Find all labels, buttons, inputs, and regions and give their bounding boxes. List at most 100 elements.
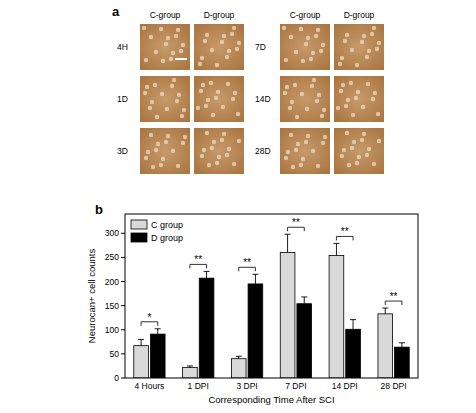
row-label: 14D xyxy=(255,94,271,104)
error-bar xyxy=(155,329,161,334)
cell xyxy=(290,100,294,104)
bar xyxy=(183,367,198,378)
cell xyxy=(360,40,364,44)
cell xyxy=(322,108,326,112)
y-tick xyxy=(121,329,125,330)
cell xyxy=(300,92,304,96)
y-tick xyxy=(121,257,125,258)
cell xyxy=(212,140,216,144)
cell xyxy=(151,165,155,169)
cell xyxy=(371,97,375,101)
significance: ** xyxy=(341,226,349,237)
cell xyxy=(343,39,347,43)
cell xyxy=(203,39,207,43)
cell xyxy=(200,56,204,60)
column-head: C-group xyxy=(150,10,181,20)
error-bar xyxy=(350,320,356,330)
cell xyxy=(172,78,176,82)
cell xyxy=(225,55,229,59)
x-axis-title: Corresponding Time After SCI xyxy=(208,394,334,405)
cell xyxy=(345,33,349,37)
cell xyxy=(159,163,163,167)
cell xyxy=(306,36,310,40)
micrograph xyxy=(140,128,190,174)
cell xyxy=(159,27,163,31)
y-tick xyxy=(121,281,125,282)
cell xyxy=(181,43,185,47)
cell xyxy=(356,90,360,94)
cell xyxy=(361,105,365,109)
bar xyxy=(395,347,410,378)
cell xyxy=(376,112,380,116)
cell xyxy=(205,131,209,135)
cell xyxy=(301,59,305,63)
cell xyxy=(179,49,183,53)
cell xyxy=(351,113,355,117)
error-bar xyxy=(285,234,291,252)
scale-bar xyxy=(175,58,187,60)
error-bar xyxy=(301,297,307,304)
cell xyxy=(320,114,324,118)
cell xyxy=(354,96,358,100)
cell xyxy=(377,139,381,143)
cell xyxy=(155,115,159,119)
error-bar xyxy=(204,271,210,278)
cell xyxy=(142,26,146,30)
legend: C groupD group xyxy=(131,220,183,243)
error-bar xyxy=(138,339,144,345)
cell xyxy=(164,42,168,46)
cell xyxy=(372,162,376,166)
cell xyxy=(293,83,297,87)
cell xyxy=(289,35,293,39)
cell xyxy=(161,157,165,161)
cell xyxy=(350,146,354,150)
panel-letter: a xyxy=(112,4,120,19)
y-tick-label: 50 xyxy=(110,349,120,359)
cell xyxy=(209,81,213,85)
cell xyxy=(214,96,218,100)
cell xyxy=(227,147,231,151)
cell xyxy=(156,142,160,146)
cell xyxy=(201,83,205,87)
cell xyxy=(346,98,350,102)
cell xyxy=(373,91,377,95)
significance: * xyxy=(147,312,151,323)
legend-label: D group xyxy=(151,233,183,243)
micrograph xyxy=(280,76,330,122)
cell xyxy=(321,43,325,47)
cell xyxy=(289,133,293,137)
bar xyxy=(248,284,263,378)
cell xyxy=(171,51,175,55)
column-head: D-group xyxy=(204,10,235,20)
cell xyxy=(232,26,236,30)
cell xyxy=(176,164,180,168)
cell xyxy=(345,131,349,135)
cell xyxy=(165,107,169,111)
cell xyxy=(166,134,170,138)
cell xyxy=(237,41,241,45)
significance: ** xyxy=(243,257,251,268)
cell xyxy=(365,153,369,157)
y-tick-label: 0 xyxy=(114,373,119,383)
x-tick-label: 14 DPI xyxy=(332,381,358,391)
cell xyxy=(355,63,359,67)
cell xyxy=(350,48,354,52)
cell xyxy=(299,163,303,167)
micrograph xyxy=(334,76,384,122)
bar xyxy=(150,334,165,378)
x-tick-label: 4 Hours xyxy=(135,381,165,391)
micrograph xyxy=(280,128,330,174)
cell xyxy=(217,155,221,159)
micrograph xyxy=(334,128,384,174)
legend-swatch xyxy=(131,220,147,229)
cell xyxy=(146,150,150,154)
error-bar xyxy=(399,343,405,347)
cell xyxy=(233,91,237,95)
row-label: 1D xyxy=(117,94,128,104)
error-bar xyxy=(236,356,242,358)
column-head: D-group xyxy=(344,10,375,20)
cell xyxy=(285,85,289,89)
cell xyxy=(204,104,208,108)
cell xyxy=(309,57,313,61)
cell xyxy=(352,140,356,144)
